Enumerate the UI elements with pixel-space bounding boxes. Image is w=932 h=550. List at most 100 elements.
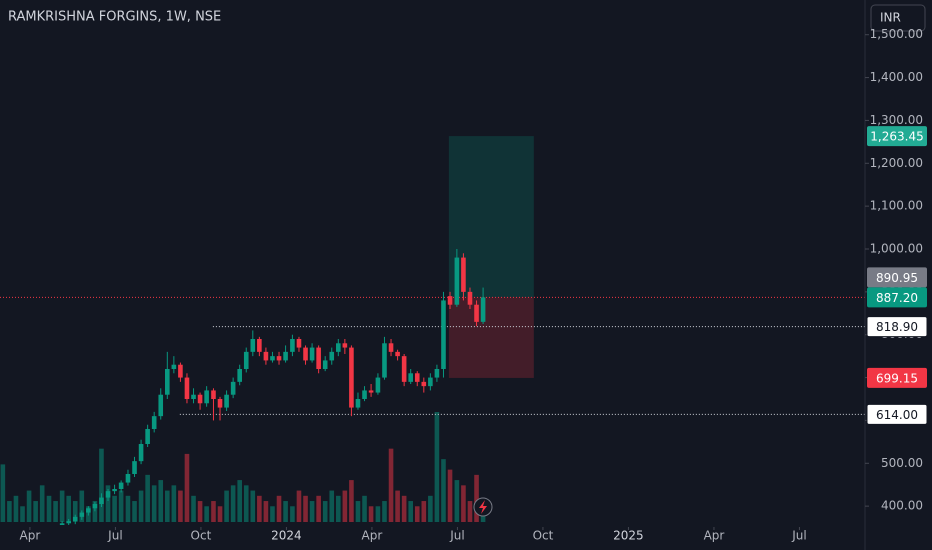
- volume-bar: [237, 480, 242, 522]
- candle-body: [461, 257, 466, 292]
- volume-bar: [309, 501, 315, 522]
- volume-bar: [395, 490, 400, 522]
- y-tick-label: 1,400.00: [870, 70, 923, 84]
- price-tag: [867, 367, 927, 388]
- volume-bar: [362, 495, 367, 522]
- candle-body: [401, 356, 407, 382]
- volume-bar: [158, 480, 164, 522]
- icon-bolt: [479, 500, 487, 514]
- volume-bar: [408, 501, 413, 522]
- volume-bar: [414, 506, 420, 522]
- candle-body: [178, 364, 183, 378]
- price-tag: [866, 403, 928, 425]
- candle-body: [434, 369, 440, 378]
- candle-body: [145, 429, 150, 444]
- volume-bar: [191, 495, 196, 522]
- candle-body: [342, 343, 348, 348]
- x-tick-label: Apr: [704, 529, 725, 543]
- x-tick-label: Apr: [362, 529, 383, 543]
- candle-body: [132, 461, 137, 474]
- price-tag: [867, 267, 927, 288]
- candle-body: [224, 394, 229, 408]
- candle-body: [270, 356, 275, 361]
- candle-body: [368, 390, 374, 393]
- candle-body: [112, 489, 117, 492]
- candle-body: [204, 390, 209, 404]
- candle-body: [105, 491, 111, 498]
- volume-bar: [164, 490, 170, 522]
- volume-bar: [59, 490, 65, 522]
- volume-bar: [270, 506, 275, 522]
- volume-bar: [401, 495, 407, 522]
- volume-bar: [243, 485, 249, 522]
- volume-bar: [145, 474, 150, 522]
- volume-bar: [474, 474, 479, 522]
- volume-bar: [217, 506, 223, 522]
- volume-bar: [349, 480, 354, 522]
- candle-body: [59, 523, 65, 525]
- lightning-icon[interactable]: [473, 497, 493, 517]
- volume-bar: [204, 506, 209, 522]
- price-tag-label: 890.95: [876, 271, 918, 285]
- price-tags: 1,263.45 890.95 887.20 818.90 699.15 614.00: [866, 126, 928, 425]
- volume-bar: [447, 469, 453, 522]
- volume-bar: [224, 490, 229, 522]
- volume-bar: [322, 501, 328, 522]
- candle-body: [276, 356, 282, 361]
- candle-body: [86, 508, 91, 513]
- volume-bar: [138, 490, 144, 522]
- candle-body: [230, 381, 236, 395]
- volume-bar: [39, 485, 45, 522]
- candle-body: [362, 390, 367, 399]
- x-tick-label: Jul: [791, 529, 806, 543]
- volume-bar: [92, 501, 98, 522]
- volume-bar: [276, 495, 282, 522]
- candle-body: [447, 296, 453, 305]
- volume-bar: [118, 490, 124, 522]
- volume-bar: [342, 490, 348, 522]
- currency-button[interactable]: [870, 4, 926, 32]
- volume-bar: [13, 495, 19, 522]
- price-tag: [866, 316, 928, 338]
- candle-body: [375, 377, 381, 393]
- candle-body: [441, 300, 446, 369]
- volume-bar: [151, 485, 157, 522]
- candle-body: [480, 297, 486, 322]
- volume-bar: [7, 501, 12, 522]
- candle-body: [191, 394, 196, 399]
- x-tick-label: Oct: [191, 529, 212, 543]
- volume-bar: [375, 506, 381, 522]
- price-tag-label: 818.90: [876, 320, 918, 334]
- candle-body: [329, 351, 335, 361]
- position-stop-zone: [448, 297, 534, 378]
- candle-body: [99, 497, 104, 504]
- volume-bar: [382, 501, 387, 522]
- volume-bar: [112, 495, 117, 522]
- candle-body: [66, 521, 71, 524]
- currency-label: INR: [880, 11, 901, 25]
- y-tick-label: 1,000.00: [870, 242, 923, 256]
- x-tick-label: 2025: [613, 529, 644, 543]
- candle-body: [151, 416, 157, 429]
- volume-bar: [467, 501, 473, 522]
- candle-body: [316, 347, 321, 369]
- candle-body: [290, 339, 295, 352]
- volume-bar: [178, 490, 183, 522]
- candle-body: [428, 377, 433, 387]
- volume-bar: [454, 480, 460, 522]
- volume-bar: [230, 485, 236, 522]
- price-tag-label: 699.15: [876, 371, 918, 385]
- volume-bar: [296, 490, 302, 522]
- candle-body: [336, 343, 341, 352]
- volume-bar: [125, 495, 131, 522]
- y-tick-label: 1,300.00: [870, 113, 923, 127]
- volume-bar: [461, 485, 466, 522]
- volume-bar: [26, 490, 32, 522]
- x-tick-label: Jul: [449, 529, 464, 543]
- candle-body: [309, 347, 315, 361]
- candle-body: [395, 351, 400, 357]
- candle-body: [349, 347, 354, 408]
- price-tag-label: 1,263.45: [870, 130, 923, 144]
- candle-body: [72, 516, 78, 522]
- price-tag-label: 887.20: [876, 291, 918, 305]
